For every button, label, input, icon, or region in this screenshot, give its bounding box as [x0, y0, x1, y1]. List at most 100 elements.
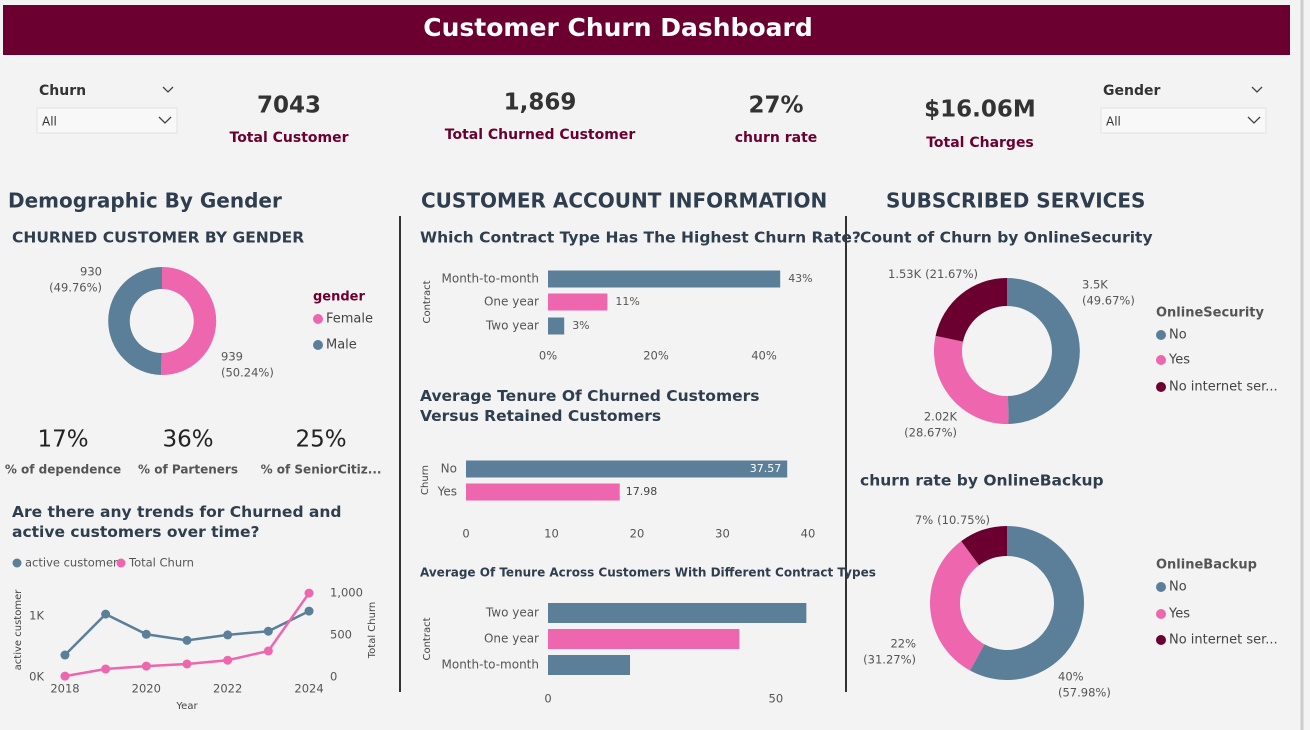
- kpi-label: % of dependence: [5, 463, 121, 477]
- data-label: 939: [221, 350, 243, 364]
- series-point: [141, 661, 151, 671]
- kpi-value: 25%: [295, 427, 346, 453]
- bar: [548, 655, 631, 675]
- series-point: [304, 606, 314, 616]
- kpi-value: 17%: [37, 427, 88, 453]
- x-tick-label: 20%: [643, 349, 669, 363]
- bar: [548, 317, 565, 335]
- legend-title: OnlineSecurity: [1156, 306, 1265, 321]
- x-tick-label: 40: [801, 527, 816, 541]
- data-label-share: (10.75%): [937, 513, 990, 527]
- series-point: [60, 650, 70, 660]
- chart-title: Average Tenure Of Churned Customers Vers…: [420, 387, 760, 425]
- series-point: [223, 630, 233, 640]
- data-label: 930: [80, 265, 102, 279]
- data-label: (31.27%): [863, 653, 916, 667]
- y-tick-label: One year: [484, 295, 539, 309]
- slicer-chevron[interactable]: [158, 116, 172, 124]
- y-tick-label: 1K: [29, 608, 44, 622]
- kpi-label: % of SeniorCitiz...: [261, 463, 382, 477]
- data-label: 22%: [890, 637, 916, 651]
- series-point: [263, 626, 273, 636]
- x-tick-label: 2024: [294, 682, 323, 696]
- donut-slice: [961, 526, 1007, 566]
- kpi-value: 1,869: [504, 90, 577, 116]
- legend-marker: [1156, 355, 1166, 365]
- legend-label: No internet ser...: [1169, 633, 1278, 648]
- data-label: 43%: [788, 272, 812, 285]
- legend-title: OnlineBackup: [1156, 558, 1257, 573]
- y2-tick-label: 0: [330, 670, 337, 684]
- data-label: 7% (10.75%): [915, 513, 990, 527]
- y2-tick-label: 500: [330, 628, 352, 642]
- y-tick-label: 0K: [29, 670, 44, 684]
- chart-title: churn rate by OnlineBackup: [860, 472, 1104, 490]
- data-label: 1.53K (21.67%): [888, 267, 978, 281]
- chart-title: CHURNED CUSTOMER BY GENDER: [12, 229, 304, 247]
- chart-title: Which Contract Type Has The Highest Chur…: [420, 229, 861, 247]
- bar: [466, 483, 620, 501]
- legend-label: No: [1169, 580, 1187, 595]
- series-point: [60, 671, 70, 681]
- slicer-label: Gender: [1103, 83, 1160, 99]
- legend-label: Total Churn: [128, 556, 194, 570]
- legend-label: Yes: [1168, 353, 1190, 368]
- legend-label: active customer: [25, 556, 118, 570]
- donut-slice: [930, 541, 985, 671]
- x-tick-label: 0%: [539, 349, 557, 363]
- section-title: SUBSCRIBED SERVICES: [886, 189, 1145, 213]
- donut-slice: [935, 278, 1007, 342]
- slicer-chevron[interactable]: [1251, 86, 1263, 93]
- slicer-value[interactable]: All: [1106, 115, 1121, 129]
- kpi-value: 27%: [748, 93, 803, 119]
- y-tick-label: Two year: [485, 319, 539, 333]
- legend-label: Female: [326, 312, 373, 327]
- legend-marker: [1156, 582, 1166, 592]
- legend-marker: [1156, 609, 1166, 619]
- legend-label: No internet ser...: [1169, 380, 1278, 395]
- data-label: 17.98: [626, 485, 658, 498]
- x-tick-label: 30: [715, 527, 730, 541]
- x-tick-label: 20: [630, 527, 645, 541]
- series-point: [101, 609, 111, 619]
- data-label: (49.67%): [1082, 294, 1135, 308]
- bar: [548, 603, 807, 623]
- kpi-label: Total Customer: [230, 130, 349, 146]
- donut-slice: [933, 335, 1009, 424]
- kpi-label: % of Parteners: [138, 463, 238, 477]
- y-tick-label: Two year: [485, 606, 539, 620]
- legend-label: No: [1169, 328, 1187, 343]
- series-point: [101, 664, 111, 674]
- kpi-value: $16.06M: [924, 97, 1036, 123]
- y-tick-label: Yes: [437, 485, 457, 499]
- slicer-chevron[interactable]: [1247, 116, 1261, 124]
- donut-slice: [1007, 278, 1080, 424]
- data-label: 40%: [1058, 670, 1084, 684]
- x-tick-label: 10: [544, 527, 559, 541]
- x-tick-label: 40%: [751, 349, 777, 363]
- legend-marker: [1156, 330, 1166, 340]
- bar: [466, 460, 788, 478]
- donut-slice: [970, 526, 1085, 680]
- y-tick-label: One year: [484, 632, 539, 646]
- y-axis-title: Contract: [422, 280, 433, 323]
- slicer-value[interactable]: All: [42, 115, 57, 129]
- data-label: 3%: [572, 319, 589, 332]
- chart-title: Are there any trends for Churned and act…: [12, 503, 342, 541]
- data-label: 2.02K: [924, 410, 958, 424]
- slicer-box[interactable]: [36, 107, 178, 134]
- data-label: (50.24%): [221, 366, 274, 380]
- data-label-share: (21.67%): [925, 267, 978, 281]
- bar: [548, 270, 781, 288]
- legend-marker: [12, 558, 22, 568]
- slicer-chevron[interactable]: [162, 86, 174, 93]
- x-tick-label: 0: [544, 692, 551, 706]
- y-axis-title: Churn: [420, 465, 431, 495]
- x-tick-label: 2022: [213, 682, 242, 696]
- header-bar: [3, 5, 1290, 55]
- slicer-box[interactable]: [1100, 107, 1267, 134]
- legend-marker: [313, 314, 323, 324]
- series-point: [304, 588, 314, 598]
- kpi-value: 36%: [162, 427, 213, 453]
